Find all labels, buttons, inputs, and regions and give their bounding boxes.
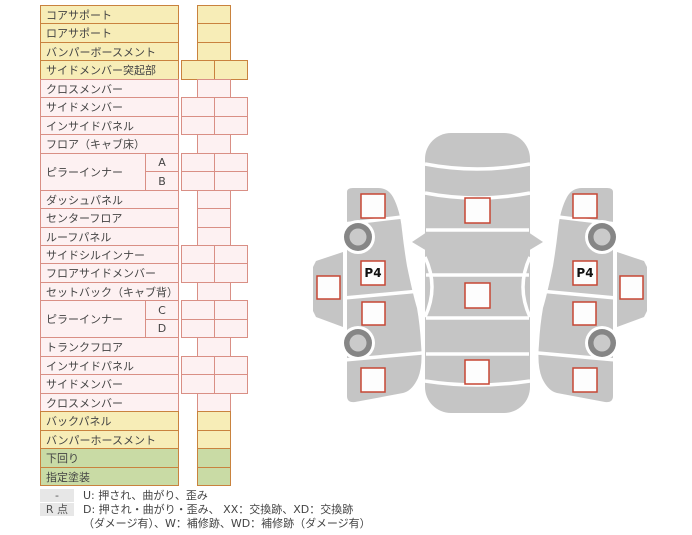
- wheel-rear-icon: [341, 326, 375, 360]
- legend-text-u: U: 押され、曲がり、歪み: [83, 489, 208, 502]
- part-label: 下回り: [40, 448, 179, 468]
- legend-text-r: D: 押され・曲がり・歪み、 XX：交換跡、XD：交換跡: [83, 503, 354, 516]
- pillar-arrow-right-icon: [528, 232, 543, 251]
- part-label: ピラーインナー: [40, 300, 146, 338]
- damage-cell[interactable]: [214, 116, 248, 135]
- damage-cell[interactable]: [181, 116, 215, 135]
- marker-roof[interactable]: [464, 197, 491, 224]
- part-label: インサイドパネル: [40, 116, 179, 135]
- legend-line-u: - U: 押され、曲がり、歪み: [40, 489, 371, 503]
- damage-cell[interactable]: [214, 153, 248, 172]
- marker-left-rear-door[interactable]: [361, 301, 386, 326]
- damage-cell[interactable]: [197, 448, 231, 468]
- part-label: フロアサイドメンバー: [40, 263, 179, 283]
- damage-cell[interactable]: [197, 23, 231, 43]
- marker-right-sill[interactable]: [619, 275, 644, 300]
- part-label: フロア（キャブ床）: [40, 134, 179, 154]
- damage-cell[interactable]: [214, 374, 248, 394]
- part-label: クロスメンバー: [40, 393, 179, 412]
- marker-right-rear-door[interactable]: [572, 301, 597, 326]
- marker-trunk[interactable]: [464, 359, 490, 385]
- damage-cell[interactable]: [197, 134, 231, 154]
- damage-cell[interactable]: [197, 467, 231, 486]
- part-label: バックパネル: [40, 411, 179, 431]
- damage-cell[interactable]: [197, 227, 231, 246]
- damage-cell[interactable]: [197, 411, 231, 431]
- legend-badge-r: R 点: [40, 503, 74, 516]
- damage-cell[interactable]: [181, 300, 215, 320]
- pillar-arrow-left-icon: [412, 232, 427, 251]
- part-label: サイドメンバー突起部: [40, 60, 179, 80]
- marker-right-front-door[interactable]: [572, 260, 598, 286]
- damage-cell[interactable]: [197, 430, 231, 449]
- part-label: バンパーボースメント: [40, 42, 179, 61]
- part-label: ルーフパネル: [40, 227, 179, 246]
- part-label: サイドシルインナー: [40, 245, 179, 264]
- part-label: ダッシュパネル: [40, 190, 179, 209]
- part-label: ピラーインナー: [40, 153, 146, 191]
- part-label: センターフロア: [40, 208, 179, 228]
- damage-cell[interactable]: [181, 60, 215, 80]
- damage-cell[interactable]: [197, 393, 231, 412]
- part-label: サイドメンバー: [40, 97, 179, 117]
- part-sub-label: B: [145, 171, 179, 191]
- damage-cell[interactable]: [181, 356, 215, 375]
- damage-cell[interactable]: [197, 208, 231, 228]
- damage-code-right: P4: [576, 266, 593, 280]
- vehicle-diagram-svg: P4 P4: [313, 133, 649, 413]
- part-label: コアサポート: [40, 5, 179, 24]
- legend-text-r2: （ダメージ有）、W：補修跡、WD：補修跡（ダメージ有）: [83, 517, 371, 530]
- damage-cell[interactable]: [181, 153, 215, 172]
- damage-cell[interactable]: [214, 319, 248, 338]
- damage-cell[interactable]: [214, 60, 248, 80]
- damage-cell[interactable]: [181, 319, 215, 338]
- damage-cell[interactable]: [197, 42, 231, 61]
- part-label: ロアサポート: [40, 23, 179, 43]
- marker-left-front-door[interactable]: [360, 260, 386, 286]
- damage-cell[interactable]: [214, 356, 248, 375]
- legend-line-r2: （ダメージ有）、W：補修跡、WD：補修跡（ダメージ有）: [40, 517, 371, 531]
- marker-right-fender[interactable]: [572, 193, 598, 219]
- legend-badge-u: -: [40, 489, 74, 502]
- damage-code-legend: - U: 押され、曲がり、歪み R 点 D: 押され・曲がり・歪み、 XX：交換…: [40, 489, 371, 531]
- part-sub-label: A: [145, 153, 179, 172]
- damage-cell[interactable]: [181, 263, 215, 283]
- damage-cell[interactable]: [214, 97, 248, 117]
- damage-cell[interactable]: [214, 300, 248, 320]
- damage-cell[interactable]: [181, 374, 215, 394]
- part-label: インサイドパネル: [40, 356, 179, 375]
- marker-right-quarter[interactable]: [572, 367, 598, 393]
- damage-cell[interactable]: [181, 171, 215, 191]
- top-view-silhouette: [412, 133, 543, 413]
- part-label: クロスメンバー: [40, 79, 179, 98]
- part-label: バンパーホースメント: [40, 430, 179, 449]
- damage-cell[interactable]: [214, 171, 248, 191]
- marker-left-quarter[interactable]: [360, 367, 386, 393]
- marker-left-fender[interactable]: [360, 193, 386, 219]
- part-sub-label: D: [145, 319, 179, 338]
- damage-cell[interactable]: [197, 79, 231, 98]
- damage-cell[interactable]: [197, 190, 231, 209]
- marker-floor[interactable]: [464, 282, 491, 309]
- damage-cell[interactable]: [197, 337, 231, 357]
- part-label: トランクフロア: [40, 337, 179, 357]
- panel-gap-line: [343, 289, 421, 300]
- marker-left-sill[interactable]: [316, 275, 341, 300]
- vehicle-diagram: P4 P4: [300, 130, 660, 420]
- damage-cell[interactable]: [197, 282, 231, 301]
- part-sub-label: C: [145, 300, 179, 320]
- damage-cell[interactable]: [197, 5, 231, 24]
- legend-line-r: R 点 D: 押され・曲がり・歪み、 XX：交換跡、XD：交換跡: [40, 503, 371, 517]
- wheel-front-icon: [341, 220, 375, 254]
- damage-cell[interactable]: [181, 97, 215, 117]
- damage-cell[interactable]: [214, 263, 248, 283]
- part-label: 指定塗装: [40, 467, 179, 486]
- part-label: セットバック（キャブ背）: [40, 282, 179, 301]
- damage-cell[interactable]: [181, 245, 215, 264]
- damage-code-left: P4: [364, 266, 381, 280]
- part-label: サイドメンバー: [40, 374, 179, 394]
- damage-cell[interactable]: [214, 245, 248, 264]
